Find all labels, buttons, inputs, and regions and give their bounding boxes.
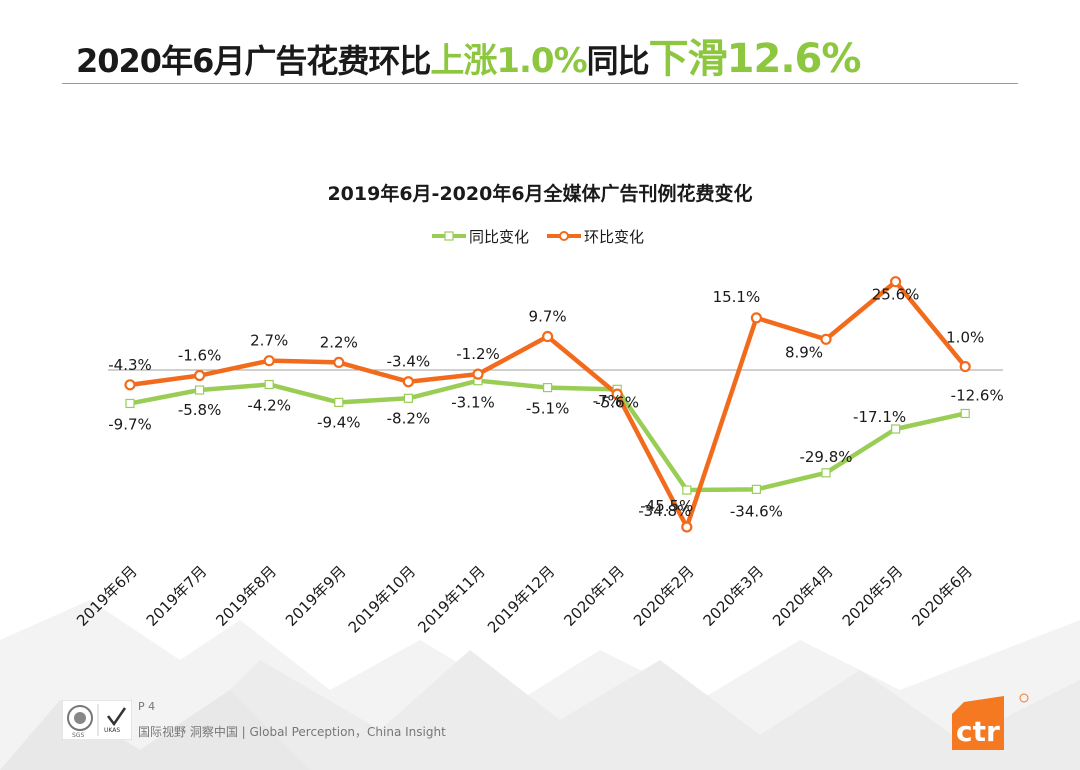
x-tick-label: 2019年12月 xyxy=(484,562,558,636)
cert-ukas-text: UKAS xyxy=(104,727,120,734)
x-tick-label: 2019年9月 xyxy=(282,562,350,630)
mom-data-label: 9.7% xyxy=(529,308,567,326)
x-tick-label: 2020年3月 xyxy=(700,562,768,630)
mom-data-label: 2.7% xyxy=(250,332,288,350)
title-yoy-highlight: 下滑12.6% xyxy=(648,36,862,82)
yoy-data-label: -29.8% xyxy=(799,448,852,466)
yoy-data-label: -34.8% xyxy=(638,502,691,520)
yoy-data-label: -5.1% xyxy=(526,400,570,418)
x-tick-label: 2020年2月 xyxy=(630,562,698,630)
mom-point-10 xyxy=(820,333,832,345)
x-tick-label: 2020年5月 xyxy=(839,562,907,630)
mom-data-label: -4.3% xyxy=(108,356,152,374)
mom-data-label: -3.4% xyxy=(387,353,431,371)
yoy-point-11 xyxy=(890,424,901,434)
yoy-point-2 xyxy=(264,379,274,390)
yoy-point-10 xyxy=(821,468,831,478)
mom-data-label: 8.9% xyxy=(785,343,823,361)
ctr-logo-text: ctr xyxy=(956,715,1000,748)
mom-point-12 xyxy=(959,360,971,373)
yoy-point-8 xyxy=(682,485,692,495)
yoy-point-12 xyxy=(960,408,970,419)
mom-point-11 xyxy=(889,276,902,288)
certification-logos: SGS UKAS xyxy=(62,700,132,740)
ctr-logo: ctr xyxy=(952,693,1029,750)
title-mid: 同比 xyxy=(586,42,650,80)
x-tick-label: 2019年7月 xyxy=(143,562,211,630)
legend-mom-marker xyxy=(559,231,569,241)
page-title: 2020年6月广告花费环比 上涨1.0% 同比 下滑12.6% xyxy=(76,26,862,82)
yoy-data-label: -34.6% xyxy=(730,502,783,520)
x-tick-label: 2019年10月 xyxy=(345,562,419,636)
yoy-data-label: -17.1% xyxy=(853,408,906,426)
mom-point-5 xyxy=(472,368,484,380)
title-divider xyxy=(62,83,1018,84)
mom-point-8 xyxy=(681,521,693,533)
yoy-point-9 xyxy=(751,484,762,494)
yoy-point-6 xyxy=(542,382,553,393)
mom-data-label: 2.2% xyxy=(320,333,358,351)
mom-point-3 xyxy=(333,356,345,369)
x-tick-label: 2019年8月 xyxy=(212,562,280,630)
mom-point-6 xyxy=(541,330,554,343)
mom-data-label: -45.5% xyxy=(640,497,693,515)
yoy-data-label: -9.7% xyxy=(108,415,152,433)
mom-data-label: -1.6% xyxy=(178,347,222,365)
cert-sgs-text: SGS xyxy=(72,732,84,739)
yoy-data-label: -12.6% xyxy=(951,386,1004,404)
mom-point-1 xyxy=(194,369,206,382)
mom-point-4 xyxy=(402,376,414,388)
yoy-point-1 xyxy=(195,385,205,395)
chart-legend: 同比变化 环比变化 xyxy=(432,228,644,246)
mom-data-label: -7% xyxy=(593,392,622,410)
page-number: P 4 xyxy=(138,700,156,713)
yoy-point-4 xyxy=(403,393,413,403)
x-tick-label: 2019年6月 xyxy=(73,562,141,630)
mom-point-0 xyxy=(124,379,136,391)
mom-point-9 xyxy=(750,312,763,324)
yoy-data-label: -8.2% xyxy=(387,409,431,427)
yoy-data-label: -4.2% xyxy=(247,396,291,414)
mom-data-label: 15.1% xyxy=(713,288,761,306)
title-mom-highlight: 上涨1.0% xyxy=(430,41,587,81)
yoy-data-label: -5.8% xyxy=(178,401,222,419)
mom-point-2 xyxy=(263,355,275,367)
x-tick-label: 2020年4月 xyxy=(769,562,837,630)
yoy-data-label: -9.4% xyxy=(317,413,361,431)
mom-data-label: 1.0% xyxy=(946,329,984,347)
legend-yoy-marker xyxy=(444,231,454,241)
mom-data-label: -1.2% xyxy=(456,345,500,363)
legend-mom-label: 环比变化 xyxy=(584,228,644,246)
mom-point-7 xyxy=(611,388,623,400)
x-tick-label: 2019年11月 xyxy=(414,562,488,636)
x-tick-label: 2020年1月 xyxy=(560,562,628,630)
footer-tagline: 国际视野 洞察中国 | Global Perception，China Insi… xyxy=(138,725,446,739)
mom-data-label: 25.6% xyxy=(872,286,920,304)
chart-title: 2019年6月-2020年6月全媒体广告刊例花费变化 xyxy=(327,182,752,205)
yoy-data-label: -5.6% xyxy=(595,393,639,411)
yoy-data-label: -3.1% xyxy=(451,394,495,412)
line-chart: 2019年6月-2020年6月全媒体广告刊例花费变化 同比变化 环比变化 -4.… xyxy=(73,182,1004,637)
legend-yoy-label: 同比变化 xyxy=(469,228,529,246)
x-tick-label: 2020年6月 xyxy=(908,562,976,630)
yoy-point-3 xyxy=(334,397,344,408)
title-prefix: 2020年6月广告花费环比 xyxy=(76,42,431,80)
yoy-point-0 xyxy=(125,398,135,409)
